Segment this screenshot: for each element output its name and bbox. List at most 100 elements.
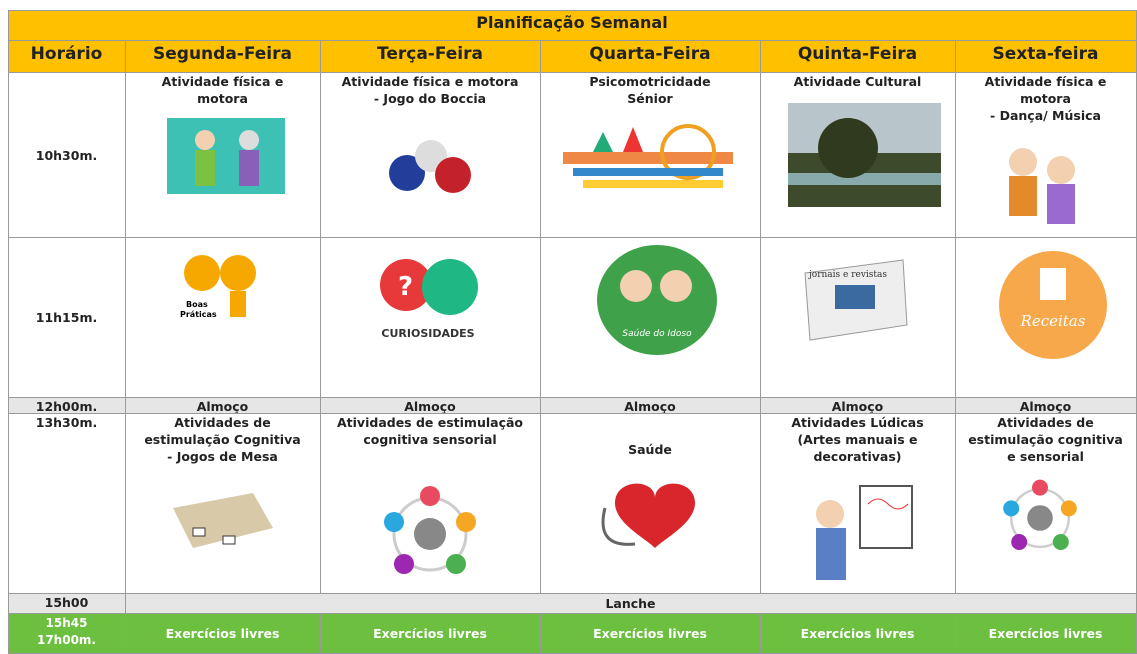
- header-text: Quarta-Feira: [589, 44, 711, 64]
- text-line: Exercícios livres: [165, 626, 280, 641]
- picture-senses-2: [1003, 479, 1077, 550]
- header-text: Horário: [30, 44, 103, 64]
- cell-text: Almoço: [129, 398, 316, 415]
- span-text: Lanche: [125, 595, 1136, 612]
- text-line: Almoço: [624, 399, 676, 414]
- header-cell: [8, 40, 126, 73]
- title: Planificação Semanal: [476, 13, 668, 32]
- text-line: 12h00m.: [35, 399, 98, 414]
- cell-text: Almoço: [324, 398, 536, 415]
- text-line: Psicomotricidade: [589, 74, 711, 89]
- header-text: Quinta-Feira: [797, 44, 918, 64]
- text-line: Almoço: [831, 399, 884, 414]
- cell-text: Exercícios livres: [324, 625, 536, 642]
- time-text: 15h45 17h00m.: [8, 615, 125, 649]
- text-line: e sensorial: [1007, 449, 1084, 464]
- picture-dominoes: [173, 493, 273, 548]
- header-text: Terça-Feira: [377, 44, 483, 64]
- text-line: (Artes manuais e: [797, 432, 918, 447]
- cell-text: Almoço: [544, 398, 756, 415]
- text-line: Atividade Cultural: [793, 74, 922, 89]
- time-text: 15h00: [8, 594, 125, 611]
- text-line: - Jogo do Boccia: [373, 91, 487, 106]
- text-line: 11h15m.: [35, 310, 98, 325]
- picture-psychomotor: [563, 124, 733, 188]
- text-line: Atividade física e motora: [341, 74, 519, 89]
- picture-text: Práticas: [180, 310, 217, 319]
- picture-painter: [816, 485, 913, 580]
- cell-text: Exercícios livres: [544, 625, 756, 642]
- cell-text: Almoço: [959, 398, 1132, 415]
- text-line: - Jogos de Mesa: [167, 449, 278, 464]
- picture-dancers: [1009, 148, 1075, 224]
- header-cell: [955, 40, 1137, 73]
- text-line: 15h45: [45, 616, 88, 630]
- text-line: estimulação Cognitiva: [144, 432, 301, 447]
- cell-text: Psicomotricidade Sénior: [544, 73, 756, 107]
- time-text: 11h15m.: [8, 309, 125, 326]
- text-line: cognitiva sensorial: [363, 432, 497, 447]
- text-line: decorativas): [813, 449, 902, 464]
- text-line: Lanche: [605, 596, 656, 611]
- time-cell: [8, 413, 126, 594]
- text-line: Atividade física e: [161, 74, 284, 89]
- text-line: Exercícios livres: [373, 626, 487, 641]
- text-line: Exercícios livres: [988, 626, 1103, 641]
- text-line: motora: [1020, 91, 1071, 106]
- day-cell: [760, 413, 956, 594]
- text-line: 13h30m.: [35, 415, 98, 430]
- text-line: motora: [197, 91, 248, 106]
- day-cell: [540, 613, 761, 654]
- time-text: 13h30m.: [8, 414, 125, 431]
- picture-elders: Saúde do Idoso: [597, 245, 717, 355]
- cell-text: Exercícios livres: [764, 625, 951, 642]
- text-line: Atividade física e: [984, 74, 1107, 89]
- text-line: Almoço: [1019, 399, 1072, 414]
- cell-text: Atividades de estimulação cognitiva e sens…: [959, 414, 1132, 465]
- picture-text: Receitas: [1020, 312, 1086, 330]
- time-text: 12h00m.: [8, 398, 125, 415]
- picture-boccia: [389, 140, 471, 193]
- text-line: 10h30m.: [35, 147, 98, 163]
- time-text: 10h30m.: [8, 147, 125, 164]
- header-text: Sexta-feira: [992, 44, 1099, 64]
- cell-text: Atividades de estimulação Cognitiva - Jogo…: [129, 414, 316, 465]
- text-line: Exercícios livres: [800, 626, 915, 641]
- picture-health: [601, 483, 695, 548]
- cell-text: Exercícios livres: [129, 625, 316, 642]
- picture-exercise: [167, 118, 285, 194]
- cell-text: Saúde: [544, 441, 756, 458]
- text-line: estimulação cognitiva: [968, 432, 1123, 447]
- text-line: Sénior: [627, 91, 673, 106]
- text-line: 17h00m.: [36, 633, 96, 647]
- text-line: Almoço: [404, 399, 456, 414]
- picture-text: CURIOSIDADES: [381, 327, 474, 340]
- picture-text: jornais e revistas: [808, 270, 887, 280]
- text-line: 15h00: [44, 595, 89, 610]
- picture-newspaper: jornais e revistas: [804, 259, 908, 341]
- text-line: Atividades de: [997, 415, 1094, 430]
- picture-landscape: [788, 103, 941, 207]
- cell-text: Exercícios livres: [959, 625, 1132, 642]
- picture-senses: [384, 486, 476, 574]
- cell-text: Atividades Lúdicas (Artes manuais e decora…: [764, 414, 951, 465]
- header-cell: [320, 40, 541, 73]
- text-line: Almoço: [196, 399, 249, 414]
- text-line: Atividades de estimulação: [337, 415, 523, 430]
- picture-recipes: Receitas: [999, 251, 1107, 359]
- text-line: Atividades Lúdicas: [791, 415, 924, 430]
- text-line: Atividades de: [174, 415, 271, 430]
- day-cell: [320, 237, 541, 398]
- picture-curiosities: ? CURIOSIDADES: [380, 259, 478, 340]
- cell-text: Atividade física e motora - Jogo do Bocci…: [324, 73, 536, 107]
- header-text: Segunda-Feira: [153, 44, 292, 64]
- cell-text: Atividade física e motora - Dança/ Música: [959, 73, 1132, 124]
- picture-text: Boas: [186, 300, 208, 309]
- cell-text: Atividade física e motora: [129, 73, 316, 107]
- day-cell: [955, 72, 1137, 238]
- text-line: Exercícios livres: [593, 626, 707, 641]
- day-cell: [760, 613, 956, 654]
- cell-text: Atividade Cultural: [764, 73, 951, 90]
